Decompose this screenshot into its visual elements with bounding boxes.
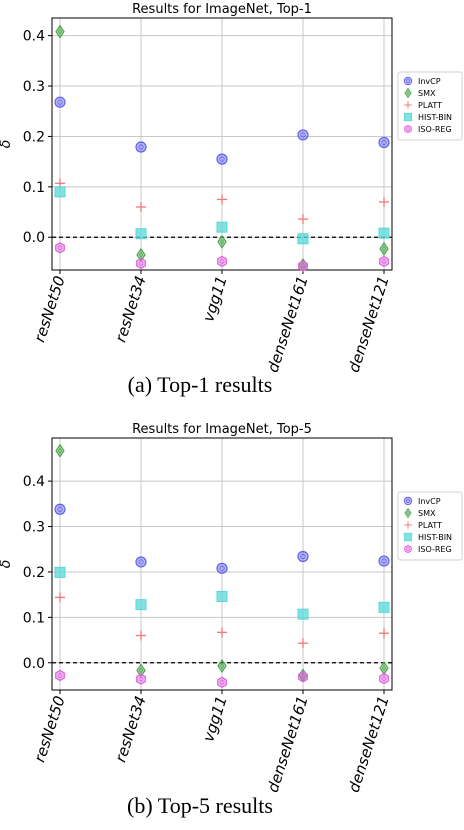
data-point-platt [298,214,308,225]
y-axis-label: δ [0,560,14,569]
data-point-platt [217,627,227,638]
x-tick-label: denseNet121 [345,694,393,792]
y-tick-label: 0.2 [23,565,45,581]
data-point-invcp [297,550,309,563]
data-point-smx [55,443,65,458]
legend-marker-iso-reg [404,544,412,554]
data-point-hist-bin [54,186,66,198]
legend: InvCP SMX PLATT HIST-BIN ISO-REG [397,491,463,561]
chart-title: Results for ImageNet, Top-1 [132,2,312,17]
legend: InvCP SMX PLATT HIST-BIN ISO-REG [397,71,463,141]
data-point-hist-bin [216,590,228,602]
data-point-platt [217,194,227,205]
data-point-invcp [135,556,147,568]
caption-top1: (a) Top-1 results [127,372,273,397]
y-tick-label: 0.3 [23,79,45,95]
data-point-platt [298,638,308,649]
legend-marker-invcp [403,496,413,506]
data-point-hist-bin [378,227,390,239]
data-point-iso-reg [136,257,146,270]
legend-marker-hist-bin [403,112,413,122]
x-tick-label: denseNet161 [264,274,312,372]
y-tick-label: 0.0 [23,230,45,246]
data-point-hist-bin [378,601,390,613]
x-tick-label: denseNet161 [264,694,312,792]
y-tick-label: 0.2 [23,129,45,145]
x-tick-label: vgg11 [199,694,231,744]
x-tick-label: vgg11 [199,274,231,324]
legend-marker-hist-bin [403,532,413,542]
legend-marker-smx [404,507,412,519]
x-tick-label: resNet34 [111,274,149,345]
data-point-hist-bin [54,566,66,578]
data-point-iso-reg [298,671,308,683]
data-point-smx [55,24,65,39]
legend-label-invcp: InvCP [418,77,441,86]
x-tick-label: denseNet121 [345,274,393,372]
chart-top5: Results for ImageNet, Top-5 0.0 0.1 0.2 0.3 0… [0,422,463,792]
y-tick-label: 0.1 [23,610,45,626]
data-point-hist-bin [135,228,147,240]
data-point-invcp [135,141,147,153]
data-point-hist-bin [297,233,309,245]
data-point-smx [136,247,146,262]
data-point-hist-bin [297,608,309,620]
data-point-invcp [216,153,228,165]
data-point-platt [136,202,146,212]
data-point-smx [217,658,227,674]
data-point-invcp [54,503,66,515]
legend-frame [397,491,463,561]
legend-marker-platt [404,101,412,109]
legend-label-invcp: InvCP [418,497,441,506]
legend-label-iso-reg: ISO-REG [418,125,452,134]
legend-marker-iso-reg [404,124,412,134]
data-point-invcp [378,555,390,567]
legend-marker-smx [404,87,412,99]
data-point-smx [217,234,227,249]
data-point-invcp [297,129,309,141]
chart-top1: Results for ImageNet, Top-1 0.0 0.1 0.2 0.3 0… [0,2,463,372]
data-point-platt [379,196,389,207]
legend-marker-platt [404,521,412,529]
legend-frame [397,71,463,141]
data-point-platt [379,628,389,639]
data-point-iso-reg [136,673,146,685]
data-point-hist-bin [135,599,147,611]
data-point-invcp [216,562,228,574]
y-tick-label: 0.0 [23,656,45,672]
x-tick-label: resNet50 [30,694,68,765]
data-point-iso-reg [217,255,227,268]
data-point-invcp [54,96,66,108]
caption-top5: (b) Top-5 results [127,793,273,818]
legend-label-hist-bin: HIST-BIN [418,113,452,122]
legend-label-hist-bin: HIST-BIN [418,533,452,542]
legend-label-platt: PLATT [418,101,442,110]
data-point-smx [379,661,389,676]
y-tick-label: 0.1 [23,180,45,196]
y-axis-label: δ [0,140,14,149]
data-point-iso-reg [298,260,308,272]
legend-marker-invcp [403,76,413,86]
legend-label-smx: SMX [418,509,436,518]
legend-label-platt: PLATT [418,521,442,530]
legend-label-smx: SMX [418,89,436,98]
data-point-invcp [378,136,390,149]
data-point-platt [55,592,65,603]
data-point-smx [379,241,389,256]
data-point-iso-reg [379,255,389,268]
x-tick-label: resNet50 [30,274,68,345]
data-point-iso-reg [379,672,389,685]
y-tick-label: 0.3 [23,520,45,536]
data-point-platt [136,630,146,641]
data-point-iso-reg [55,669,65,682]
y-tick-label: 0.4 [23,29,45,45]
legend-label-iso-reg: ISO-REG [418,545,452,554]
y-tick-label: 0.4 [23,474,45,490]
data-point-iso-reg [217,676,227,688]
data-point-hist-bin [216,221,228,233]
x-tick-label: resNet34 [111,694,149,765]
chart-title: Results for ImageNet, Top-5 [132,422,312,437]
data-point-iso-reg [55,242,65,254]
